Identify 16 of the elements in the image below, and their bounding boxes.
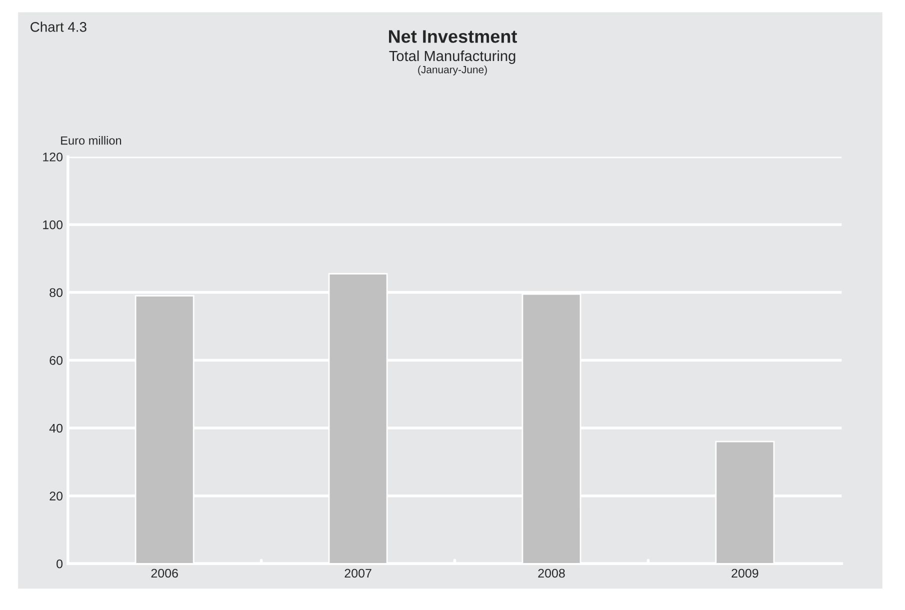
x-tick-label: 2007 xyxy=(344,568,372,578)
y-tick-label: 20 xyxy=(50,492,63,500)
y-tick-label: 120 xyxy=(43,152,63,162)
y-tick-label: 60 xyxy=(50,356,63,365)
y-tick-label: 40 xyxy=(49,424,63,433)
x-tick-label: 2006 xyxy=(151,568,178,578)
x-tick-label: 2009 xyxy=(732,568,758,578)
caption: Chart 4.3 xyxy=(30,22,86,32)
y-tick-label: 100 xyxy=(43,220,63,230)
y-tick-label: 0 xyxy=(56,559,63,568)
chart-subtitle: Total Manufacturing xyxy=(389,50,516,64)
text: (January-June) xyxy=(418,66,487,76)
y-axis-title: Euro million xyxy=(61,136,122,145)
y-tick-label: 80 xyxy=(50,288,63,298)
chart-title: Net Investment xyxy=(388,30,517,43)
x-tick-label: 2008 xyxy=(538,568,565,578)
